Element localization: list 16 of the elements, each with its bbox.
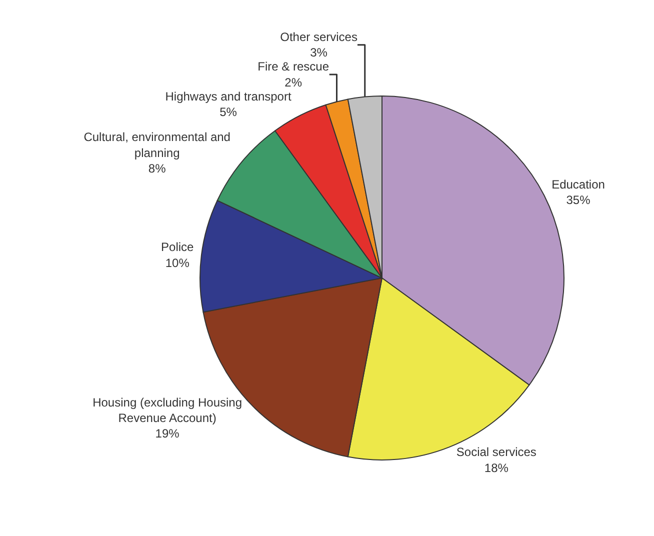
data-label: 18% — [484, 460, 509, 475]
data-label: 35% — [566, 193, 591, 208]
data-label: 10% — [165, 256, 190, 270]
data-label: 19% — [155, 426, 180, 441]
data-label: 8% — [148, 161, 166, 176]
slice-label: Cultural, environmental and planning — [84, 130, 230, 160]
slice-label: Education — [552, 178, 605, 192]
slice-label: Housing (excluding Housing Revenue Account) — [92, 395, 242, 425]
data-label: 2% — [284, 75, 302, 90]
slice-label: Fire & rescue — [258, 60, 330, 74]
slice-label: Social services — [456, 445, 536, 460]
data-label: 3% — [310, 46, 328, 60]
data-label: 5% — [220, 104, 238, 119]
slice-label: Police — [161, 240, 194, 254]
slice-label: Other services — [280, 30, 358, 44]
slice-label: Highways and transport — [165, 89, 292, 104]
